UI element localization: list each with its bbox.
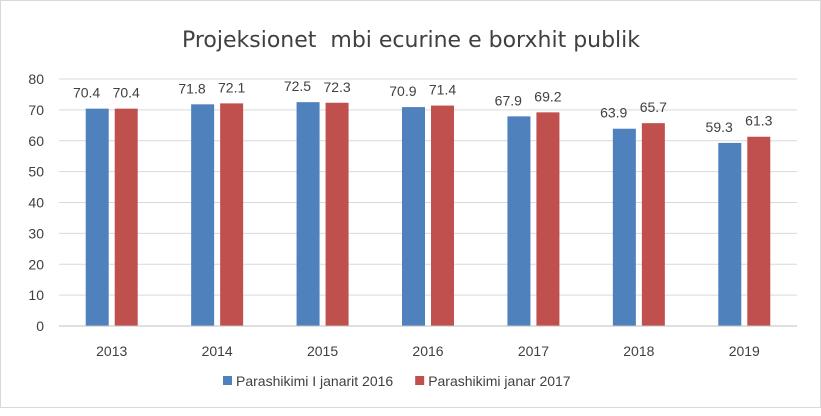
data-label: 67.9: [495, 92, 522, 108]
bar-parashikimi-2017: [431, 105, 454, 327]
y-tick-label: 80: [28, 71, 44, 87]
bar-parashikimi-2017: [325, 102, 349, 327]
gridlines: [59, 78, 797, 296]
data-label: 72.1: [218, 79, 245, 95]
y-tick-label: 10: [28, 287, 44, 303]
data-label: 69.2: [534, 88, 561, 104]
x-tick-label: 2013: [96, 343, 127, 359]
bar-parashikimi-2017: [220, 103, 244, 326]
y-tick-label: 60: [28, 133, 44, 149]
bar-parashikimi-2016: [402, 107, 425, 326]
y-axis-tick-labels: 0 10 20 30 40 50 60 70 80: [28, 71, 44, 334]
legend-swatch: [415, 376, 425, 385]
x-tick-label: 2018: [623, 343, 654, 359]
x-tick-label: 2016: [412, 343, 443, 359]
data-label: 59.3: [706, 119, 733, 135]
x-axis: 2013 2014 2015 2016 2017 2018 2019: [59, 325, 797, 359]
y-tick-label: 0: [36, 318, 44, 334]
data-label: 71.4: [429, 82, 456, 98]
y-tick-label: 20: [28, 256, 44, 272]
y-tick-label: 70: [28, 102, 44, 118]
y-tick-label: 40: [28, 195, 44, 211]
bar-parashikimi-2017: [536, 112, 560, 326]
data-label: 72.3: [323, 79, 350, 95]
bar-parashikimi-2016: [718, 142, 742, 326]
data-label: 70.9: [389, 83, 416, 99]
data-label: 70.4: [73, 85, 100, 101]
data-label: 72.5: [284, 78, 311, 94]
data-label: 71.8: [178, 80, 205, 96]
data-label: 65.7: [640, 99, 667, 115]
x-tick-label: 2015: [307, 343, 338, 359]
bar-parashikimi-2016: [507, 116, 531, 326]
bar-parashikimi-2017: [114, 108, 138, 326]
data-labels: 70.4 70.4 71.8 72.1 72.5 72.3 70.9 71.4 67.9 69.2…: [73, 78, 773, 135]
x-tick-label: 2019: [729, 343, 760, 359]
data-label: 61.3: [745, 113, 772, 129]
x-tick-label: 2017: [518, 343, 549, 359]
bar-parashikimi-2016: [612, 128, 636, 326]
bar-parashikimi-2017: [747, 136, 771, 326]
bar-chart: Projeksionet mbi ecurine e borxhit publi…: [28, 28, 797, 389]
chart-title: Projeksionet mbi ecurine e borxhit publi…: [182, 28, 640, 53]
y-tick-label: 30: [28, 225, 44, 241]
bar-parashikimi-2017: [641, 123, 665, 327]
data-label: 70.4: [113, 85, 140, 101]
bar-parashikimi-2016: [85, 108, 109, 326]
legend-label: Parashikimi janar 2017: [428, 373, 571, 389]
data-label: 63.9: [600, 105, 627, 121]
x-tick-label: 2014: [202, 343, 233, 359]
bar-parashikimi-2016: [191, 104, 215, 326]
legend: Parashikimi I janarit 2016 Parashikimi ja…: [223, 373, 571, 389]
legend-label: Parashikimi I janarit 2016: [236, 373, 393, 389]
legend-swatch: [223, 376, 232, 385]
bars: [85, 102, 771, 327]
y-tick-label: 50: [28, 164, 44, 180]
bar-parashikimi-2016: [296, 102, 320, 326]
